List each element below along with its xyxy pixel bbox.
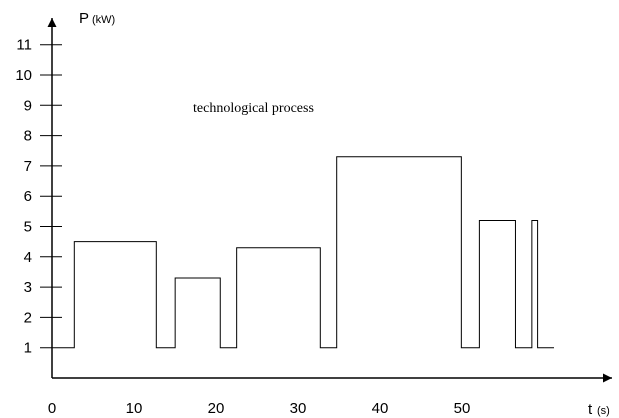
y-tick-label: 7 bbox=[24, 158, 32, 175]
y-axis-unit: (kW) bbox=[92, 14, 115, 26]
y-tick-label: 6 bbox=[24, 188, 32, 205]
x-axis-ticks: 0 10 20 30 40 50 bbox=[48, 400, 471, 417]
y-tick-label: 2 bbox=[24, 309, 32, 326]
y-tick-label: 11 bbox=[16, 37, 32, 54]
chart-annotation: technological process bbox=[193, 101, 314, 116]
power-series-line bbox=[62, 156, 554, 349]
x-axis-unit: (s) bbox=[597, 405, 610, 417]
y-tick-label: 4 bbox=[24, 249, 32, 266]
y-tick-label: 9 bbox=[24, 97, 32, 114]
y-axis-ticks: 1 2 3 4 5 6 7 8 9 10 11 bbox=[15, 37, 62, 357]
x-tick-label: 50 bbox=[454, 400, 471, 417]
y-tick-label: 3 bbox=[24, 279, 32, 296]
y-tick-label: 8 bbox=[24, 128, 32, 145]
y-tick-label: 10 bbox=[15, 67, 32, 84]
y-tick-label: 5 bbox=[24, 219, 32, 236]
x-tick-label: 10 bbox=[126, 400, 143, 417]
x-tick-label: 0 bbox=[48, 400, 56, 417]
y-axis-symbol: P bbox=[79, 10, 89, 27]
x-tick-label: 30 bbox=[290, 400, 307, 417]
x-axis-symbol: t bbox=[588, 401, 593, 418]
y-tick-label: 1 bbox=[24, 340, 32, 357]
x-tick-label: 20 bbox=[208, 400, 225, 417]
x-tick-label: 40 bbox=[372, 400, 389, 417]
